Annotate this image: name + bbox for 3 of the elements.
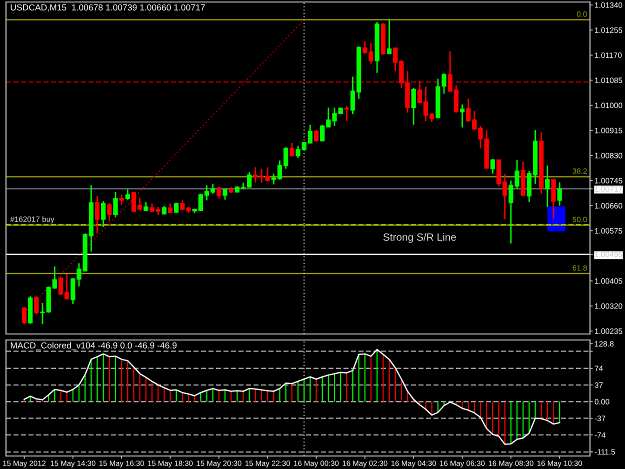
chart-title: USDCAD,M15 1.00678 1.00739 1.00660 1.00717 bbox=[10, 4, 205, 12]
annotation: Strong S/R Line bbox=[383, 233, 456, 243]
chart-title: MACD_Colored_v104 -46.9 0.0 -46.9 -46.9 bbox=[10, 342, 177, 350]
